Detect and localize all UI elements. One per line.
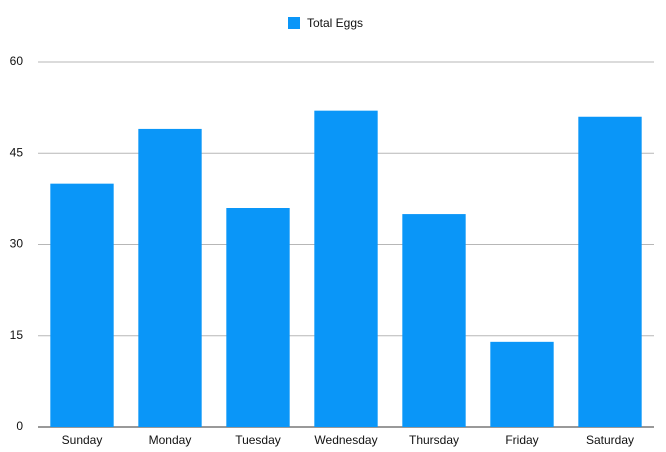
- bar: [578, 116, 642, 427]
- y-tick-label: 60: [10, 54, 24, 68]
- legend-label: Total Eggs: [307, 16, 363, 30]
- x-tick-label: Friday: [505, 433, 538, 447]
- x-tick-label: Tuesday: [235, 433, 281, 447]
- legend-swatch: [288, 17, 300, 29]
- bar: [490, 341, 554, 427]
- y-tick-label: 0: [16, 419, 23, 433]
- y-tick-label: 45: [10, 145, 24, 159]
- bar: [226, 208, 290, 427]
- bar: [402, 214, 466, 427]
- bar: [138, 128, 202, 427]
- x-tick-label: Sunday: [62, 433, 103, 447]
- y-tick-label: 15: [10, 328, 24, 342]
- x-tick-label: Thursday: [409, 433, 459, 447]
- bar: [314, 110, 378, 428]
- x-tick-label: Saturday: [586, 433, 634, 447]
- x-tick-label: Monday: [149, 433, 192, 447]
- y-tick-label: 30: [10, 237, 24, 251]
- x-tick-label: Wednesday: [314, 433, 377, 447]
- bar: [50, 183, 114, 427]
